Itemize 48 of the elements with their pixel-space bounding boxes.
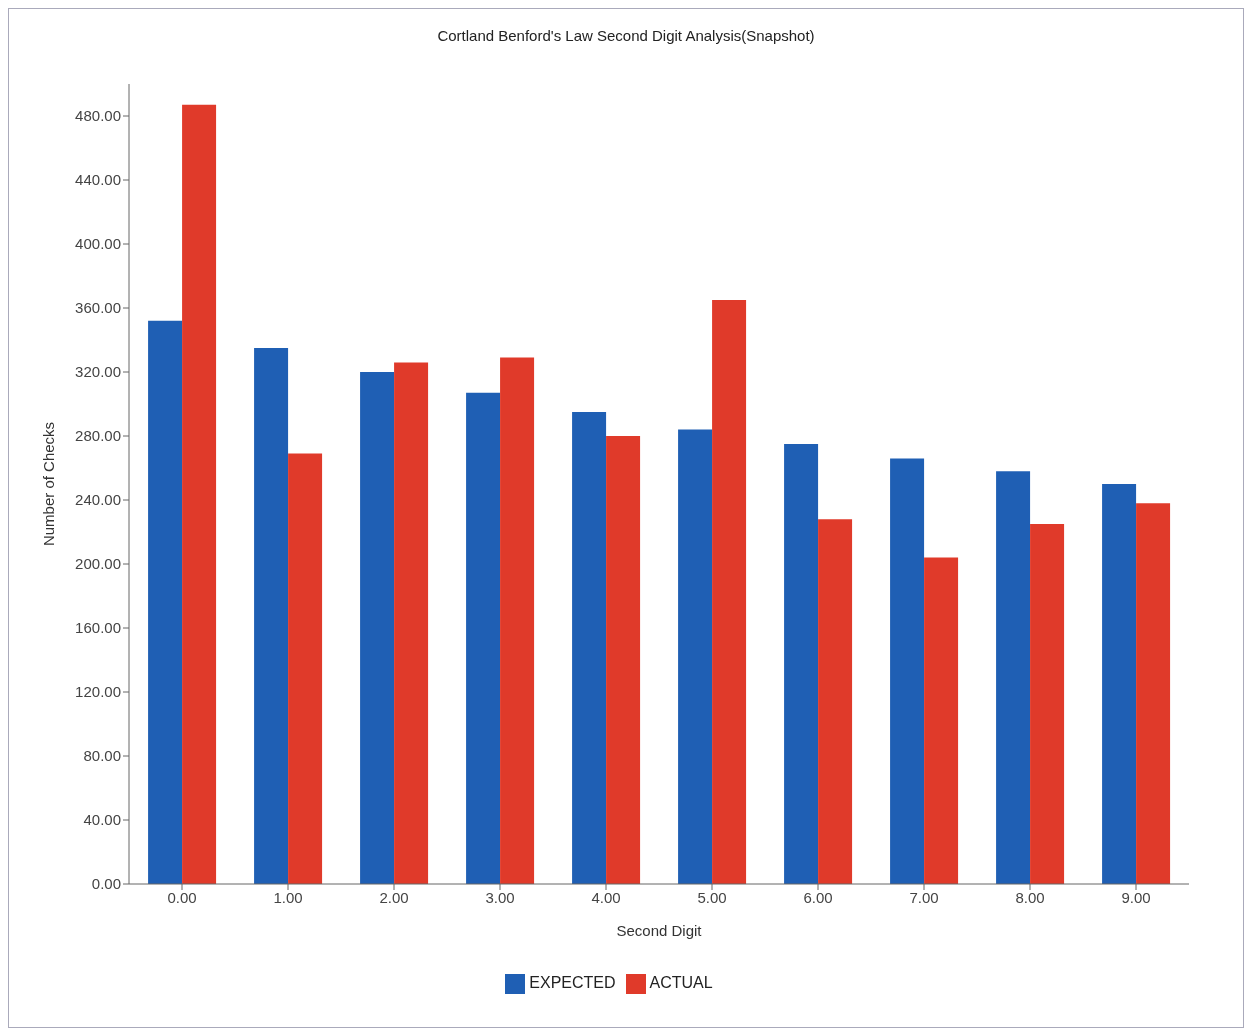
bar — [996, 471, 1031, 884]
bar — [924, 557, 959, 884]
y-tick-label: 440.00 — [75, 171, 121, 189]
bar — [606, 436, 641, 884]
legend-label: ACTUAL — [649, 974, 713, 992]
y-axis-title: Number of Checks — [40, 421, 58, 547]
y-tick-label: 480.00 — [75, 107, 121, 125]
bar — [466, 392, 501, 884]
chart-title: Cortland Benford's Law Second Digit Analysis(Snapshot) — [436, 26, 816, 44]
y-tick-label: 120.00 — [75, 683, 121, 701]
bar — [288, 453, 323, 884]
x-tick-label: 3.00 — [485, 888, 515, 906]
bar — [890, 458, 925, 884]
bar — [254, 348, 289, 884]
bar — [1136, 503, 1171, 884]
bar — [572, 412, 607, 884]
x-axis-title: Second Digit — [616, 922, 703, 939]
x-tick-label: 2.00 — [379, 888, 409, 906]
y-tick-label: 400.00 — [75, 235, 121, 253]
x-tick-label: 0.00 — [167, 888, 197, 906]
bar — [182, 104, 217, 884]
y-tick-label: 80.00 — [83, 747, 121, 765]
bar — [394, 362, 429, 884]
bar — [678, 429, 713, 884]
bar — [500, 357, 535, 884]
y-tick-label: 320.00 — [75, 363, 121, 381]
x-tick-label: 7.00 — [909, 888, 939, 906]
y-tick-label: 280.00 — [75, 427, 121, 445]
bar — [1030, 524, 1065, 884]
legend-label: EXPECTED — [529, 974, 616, 992]
x-tick-label: 1.00 — [273, 888, 303, 906]
y-tick-label: 240.00 — [75, 491, 121, 509]
y-tick-label: 360.00 — [75, 299, 121, 317]
y-tick-label: 160.00 — [75, 619, 121, 637]
y-tick-label: 0.00 — [91, 875, 121, 893]
bar — [712, 300, 747, 884]
x-tick-label: 6.00 — [803, 888, 833, 906]
y-tick-label: 200.00 — [75, 555, 121, 573]
y-tick-label: 40.00 — [83, 811, 121, 829]
bar — [818, 519, 853, 884]
x-tick-label: 5.00 — [697, 888, 727, 906]
x-tick-label: 8.00 — [1015, 888, 1045, 906]
bar — [360, 372, 395, 884]
x-tick-label: 9.00 — [1121, 888, 1151, 906]
bar — [784, 444, 819, 884]
bar — [148, 320, 183, 884]
bar — [1102, 484, 1137, 884]
x-tick-label: 4.00 — [591, 888, 621, 906]
